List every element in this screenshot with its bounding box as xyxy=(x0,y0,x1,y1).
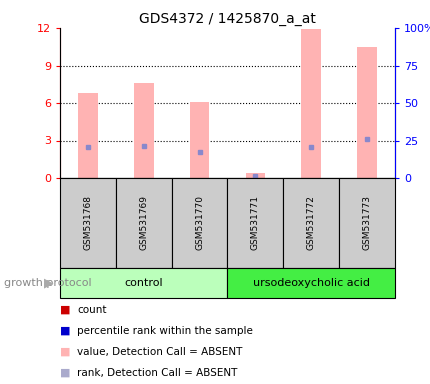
Bar xyxy=(189,102,209,178)
Bar xyxy=(60,178,116,268)
Text: GSM531772: GSM531772 xyxy=(306,195,315,250)
Bar xyxy=(245,173,264,178)
Text: GSM531773: GSM531773 xyxy=(362,195,371,250)
Text: GSM531771: GSM531771 xyxy=(250,195,259,250)
Text: value, Detection Call = ABSENT: value, Detection Call = ABSENT xyxy=(77,347,242,357)
Text: ▶: ▶ xyxy=(44,276,54,290)
Bar xyxy=(171,178,227,268)
Text: growth protocol: growth protocol xyxy=(4,278,92,288)
Bar xyxy=(116,178,171,268)
Bar xyxy=(78,93,98,178)
Text: ursodeoxycholic acid: ursodeoxycholic acid xyxy=(252,278,369,288)
Bar xyxy=(301,29,320,178)
Text: ■: ■ xyxy=(60,326,71,336)
Text: GSM531770: GSM531770 xyxy=(195,195,204,250)
Bar xyxy=(356,47,376,178)
Text: count: count xyxy=(77,305,107,314)
Bar xyxy=(227,268,394,298)
Bar xyxy=(338,178,394,268)
Text: rank, Detection Call = ABSENT: rank, Detection Call = ABSENT xyxy=(77,368,237,378)
Bar xyxy=(227,178,283,268)
Text: percentile rank within the sample: percentile rank within the sample xyxy=(77,326,252,336)
Bar xyxy=(134,83,153,178)
Title: GDS4372 / 1425870_a_at: GDS4372 / 1425870_a_at xyxy=(139,12,315,26)
Text: ■: ■ xyxy=(60,347,71,357)
Text: GSM531769: GSM531769 xyxy=(139,195,148,250)
Bar xyxy=(283,178,338,268)
Text: ■: ■ xyxy=(60,305,71,314)
Text: GSM531768: GSM531768 xyxy=(83,195,92,250)
Text: control: control xyxy=(124,278,163,288)
Bar xyxy=(60,268,227,298)
Text: ■: ■ xyxy=(60,368,71,378)
